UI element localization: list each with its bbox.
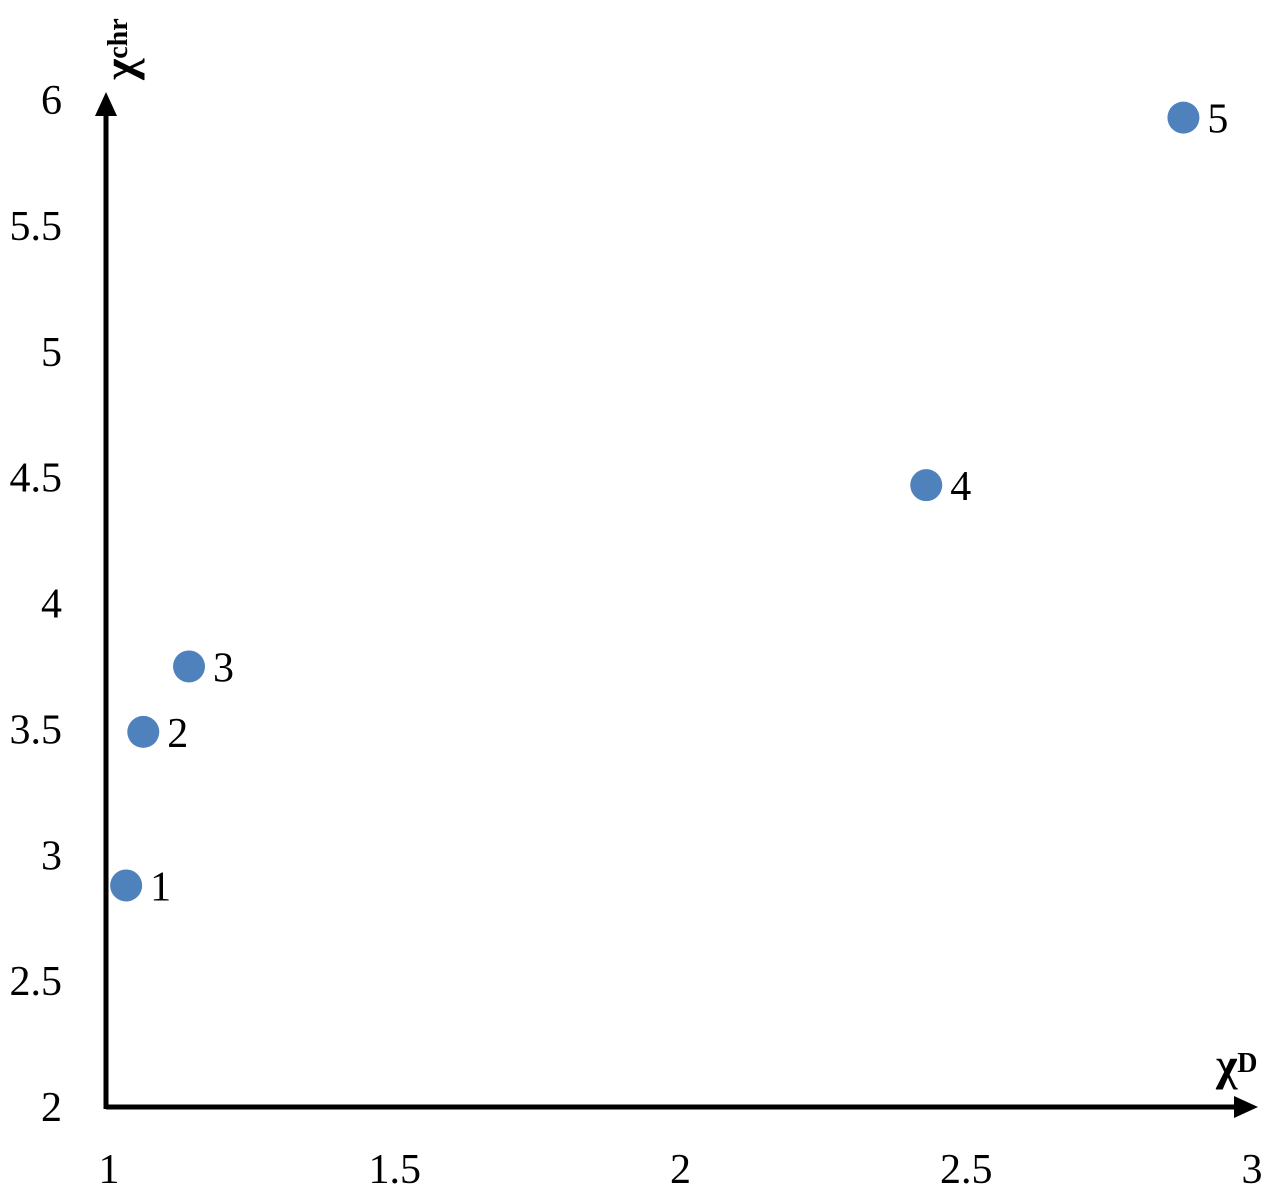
y-tick-label: 5.5	[10, 204, 63, 250]
x-axis-label-subscript: D	[1237, 1048, 1257, 1079]
x-axis-label-symbol: χ	[1215, 1039, 1238, 1090]
y-tick-label: 4	[41, 582, 62, 628]
x-axis-label: χD	[1215, 1039, 1257, 1090]
y-tick-label: 4.5	[10, 456, 63, 502]
y-axis-label: χchr	[94, 18, 145, 81]
x-tick-label: 3	[1242, 1147, 1263, 1185]
data-label-1: 1	[150, 864, 171, 910]
data-point-2	[127, 715, 160, 748]
x-tick-label: 2	[670, 1147, 691, 1185]
y-axis-label-subscript: chr	[103, 18, 134, 58]
data-point-5	[1167, 101, 1200, 134]
data-label-3: 3	[213, 645, 234, 691]
x-tick-label: 1.5	[369, 1147, 422, 1185]
y-tick-label: 5	[41, 330, 62, 376]
data-label-2: 2	[167, 711, 188, 757]
y-tick-label: 2	[41, 1085, 62, 1131]
x-axis-arrow	[1234, 1096, 1258, 1118]
x-tick-labels: 1 1.5 2 2.5 3	[99, 1147, 1263, 1185]
data-point-4	[910, 469, 943, 502]
y-axis-label-symbol: χ	[94, 58, 145, 81]
y-tick-label: 3	[41, 833, 62, 879]
x-tick-label: 2.5	[940, 1147, 993, 1185]
axes	[95, 92, 1258, 1118]
y-axis-arrow	[95, 92, 117, 116]
data-label-5: 5	[1207, 97, 1228, 143]
y-tick-label: 6	[41, 78, 62, 124]
data-point-1	[110, 869, 143, 902]
data-label-4: 4	[950, 464, 971, 510]
y-tick-labels: 2 2.5 3 3.5 4 4.5 5 5.5 6	[10, 78, 63, 1131]
y-tick-label: 3.5	[10, 707, 63, 753]
x-tick-label: 1	[99, 1147, 120, 1185]
data-point-3	[173, 650, 206, 683]
y-tick-label: 2.5	[10, 959, 63, 1005]
